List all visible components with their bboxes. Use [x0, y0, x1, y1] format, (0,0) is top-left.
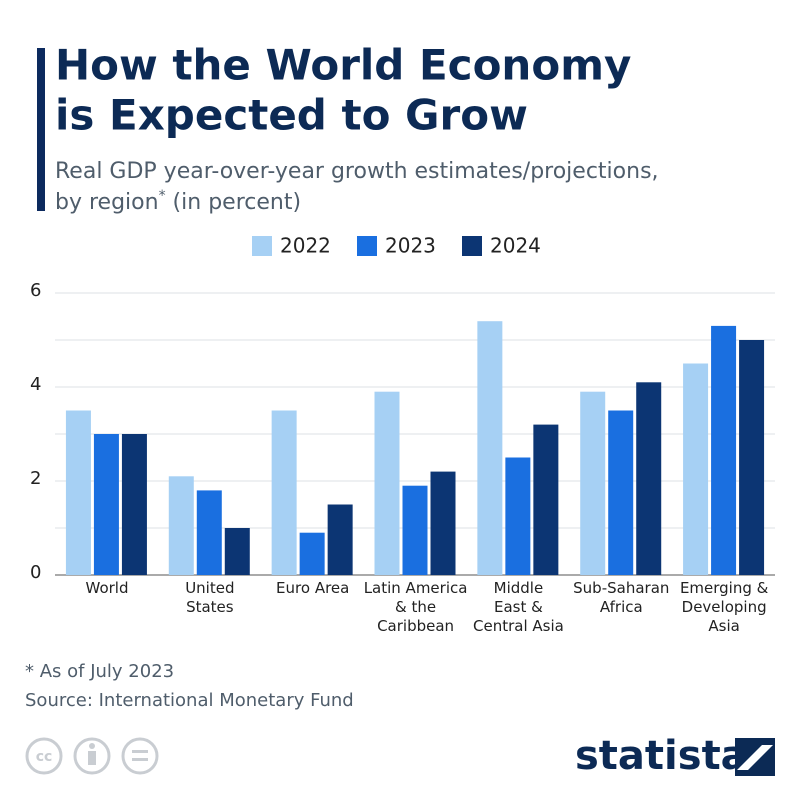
- bar: [299, 532, 325, 575]
- chart-title: How the World Economy: [55, 41, 631, 90]
- legend-swatch: [357, 236, 377, 256]
- bar: [533, 424, 559, 575]
- bar: [224, 528, 250, 575]
- source: Source: International Monetary Fund: [25, 690, 354, 711]
- bar: [196, 490, 222, 575]
- x-tick-label: Emerging & Developing Asia: [679, 579, 769, 635]
- x-tick-label: Euro Area: [276, 579, 350, 597]
- bar: [65, 410, 91, 575]
- footnote: * As of July 2023: [25, 661, 174, 682]
- license-icons: [25, 737, 159, 775]
- legend-swatch: [462, 236, 482, 256]
- bar: [505, 457, 531, 575]
- x-tick-label: Latin America & the Caribbean: [363, 579, 468, 635]
- subtitle: Real GDP year-over-year growth estimates…: [55, 159, 659, 184]
- subtitle: (in percent): [166, 190, 301, 215]
- x-tick-label: World: [85, 579, 129, 597]
- y-tick-label: 2: [30, 468, 41, 489]
- bar: [93, 434, 119, 575]
- brand-logo: statista: [575, 733, 748, 779]
- legend-label: 2023: [385, 234, 436, 258]
- y-tick-label: 4: [30, 374, 41, 395]
- bar: [121, 434, 147, 575]
- x-tick-label: Middle East & Central Asia: [473, 579, 564, 635]
- bar: [271, 410, 297, 575]
- bar: [374, 391, 400, 575]
- bar: [739, 340, 765, 575]
- bar: [636, 382, 662, 575]
- y-tick-label: 0: [30, 562, 41, 583]
- x-tick-label: Sub-Saharan Africa: [573, 579, 670, 616]
- cc-icon: cc: [36, 749, 53, 765]
- brand-icon: [735, 738, 775, 776]
- bar: [168, 476, 194, 575]
- bar: [683, 363, 709, 575]
- nd-icon: [132, 750, 148, 761]
- bar: [580, 391, 606, 575]
- accent-bar: [37, 48, 45, 211]
- bar: [608, 410, 634, 575]
- bar: [711, 325, 737, 575]
- legend-label: 2022: [280, 234, 331, 258]
- legend-label: 2024: [490, 234, 541, 258]
- subtitle: by region* (in percent): [55, 188, 301, 215]
- bar: [477, 321, 503, 575]
- legend-swatch: [252, 236, 272, 256]
- x-tick-label: United States: [185, 579, 235, 616]
- bar: [327, 504, 353, 575]
- bar: [430, 471, 456, 575]
- by-icon: [88, 743, 96, 765]
- chart-title: is Expected to Grow: [55, 91, 528, 140]
- subtitle-marker: *: [159, 188, 166, 204]
- subtitle: by region: [55, 190, 159, 215]
- bar: [402, 485, 428, 575]
- y-tick-label: 6: [30, 280, 41, 301]
